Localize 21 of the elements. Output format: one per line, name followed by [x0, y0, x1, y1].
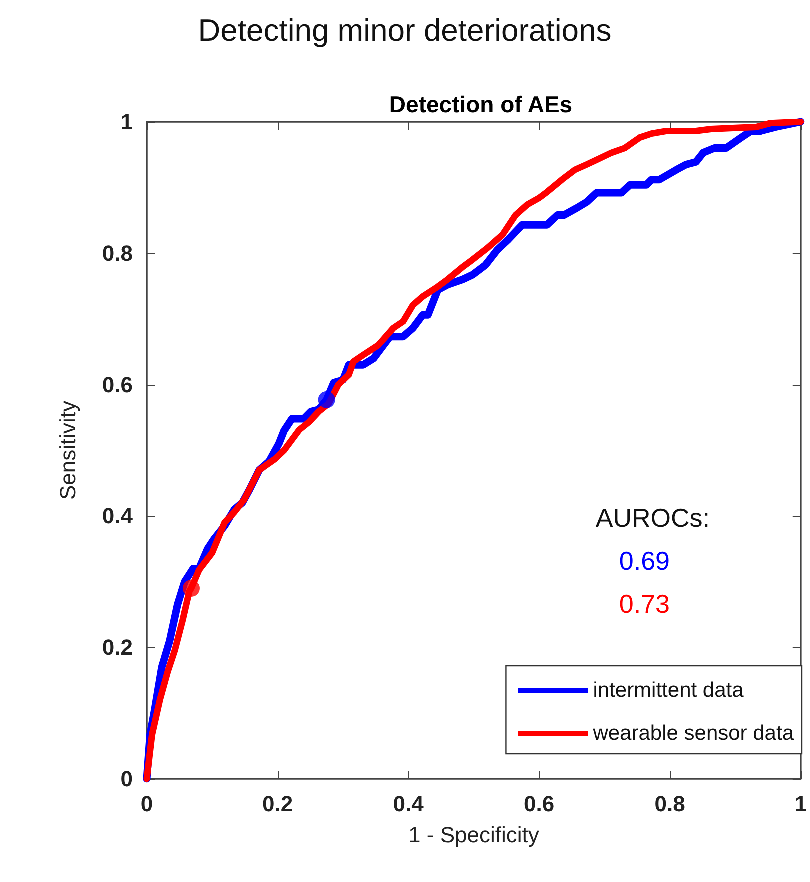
legend-label: wearable sensor data — [592, 722, 794, 745]
annotation: AUROCs: — [596, 503, 710, 533]
y-axis-title: Sensitivity — [56, 400, 80, 500]
x-tick-label: 0.8 — [654, 792, 686, 816]
x-tick-label: 0 — [140, 792, 154, 816]
legend-label: intermittent data — [593, 679, 744, 702]
chart-subtitle: Detection of AEs — [389, 92, 573, 118]
x-tick-label: 0.4 — [393, 792, 425, 816]
y-tick-label: 0.8 — [102, 240, 133, 266]
x-axis-title: 1 - Specificity — [408, 822, 540, 848]
x-tick-label: 0.2 — [262, 792, 294, 816]
y-tick-label: 0.6 — [102, 372, 133, 398]
chart-title: Detecting minor deteriorations — [198, 13, 612, 48]
annotation: 0.69 — [619, 546, 670, 576]
annotation: 0.73 — [619, 589, 670, 619]
x-tick-label: 0.6 — [524, 792, 555, 816]
x-tick-label: 1 — [794, 792, 808, 816]
y-tick-label: 0.2 — [102, 635, 133, 660]
y-tick-label: 0 — [120, 766, 133, 792]
y-tick-label: 0.4 — [102, 504, 134, 529]
y-tick-label: 1 — [120, 110, 133, 134]
